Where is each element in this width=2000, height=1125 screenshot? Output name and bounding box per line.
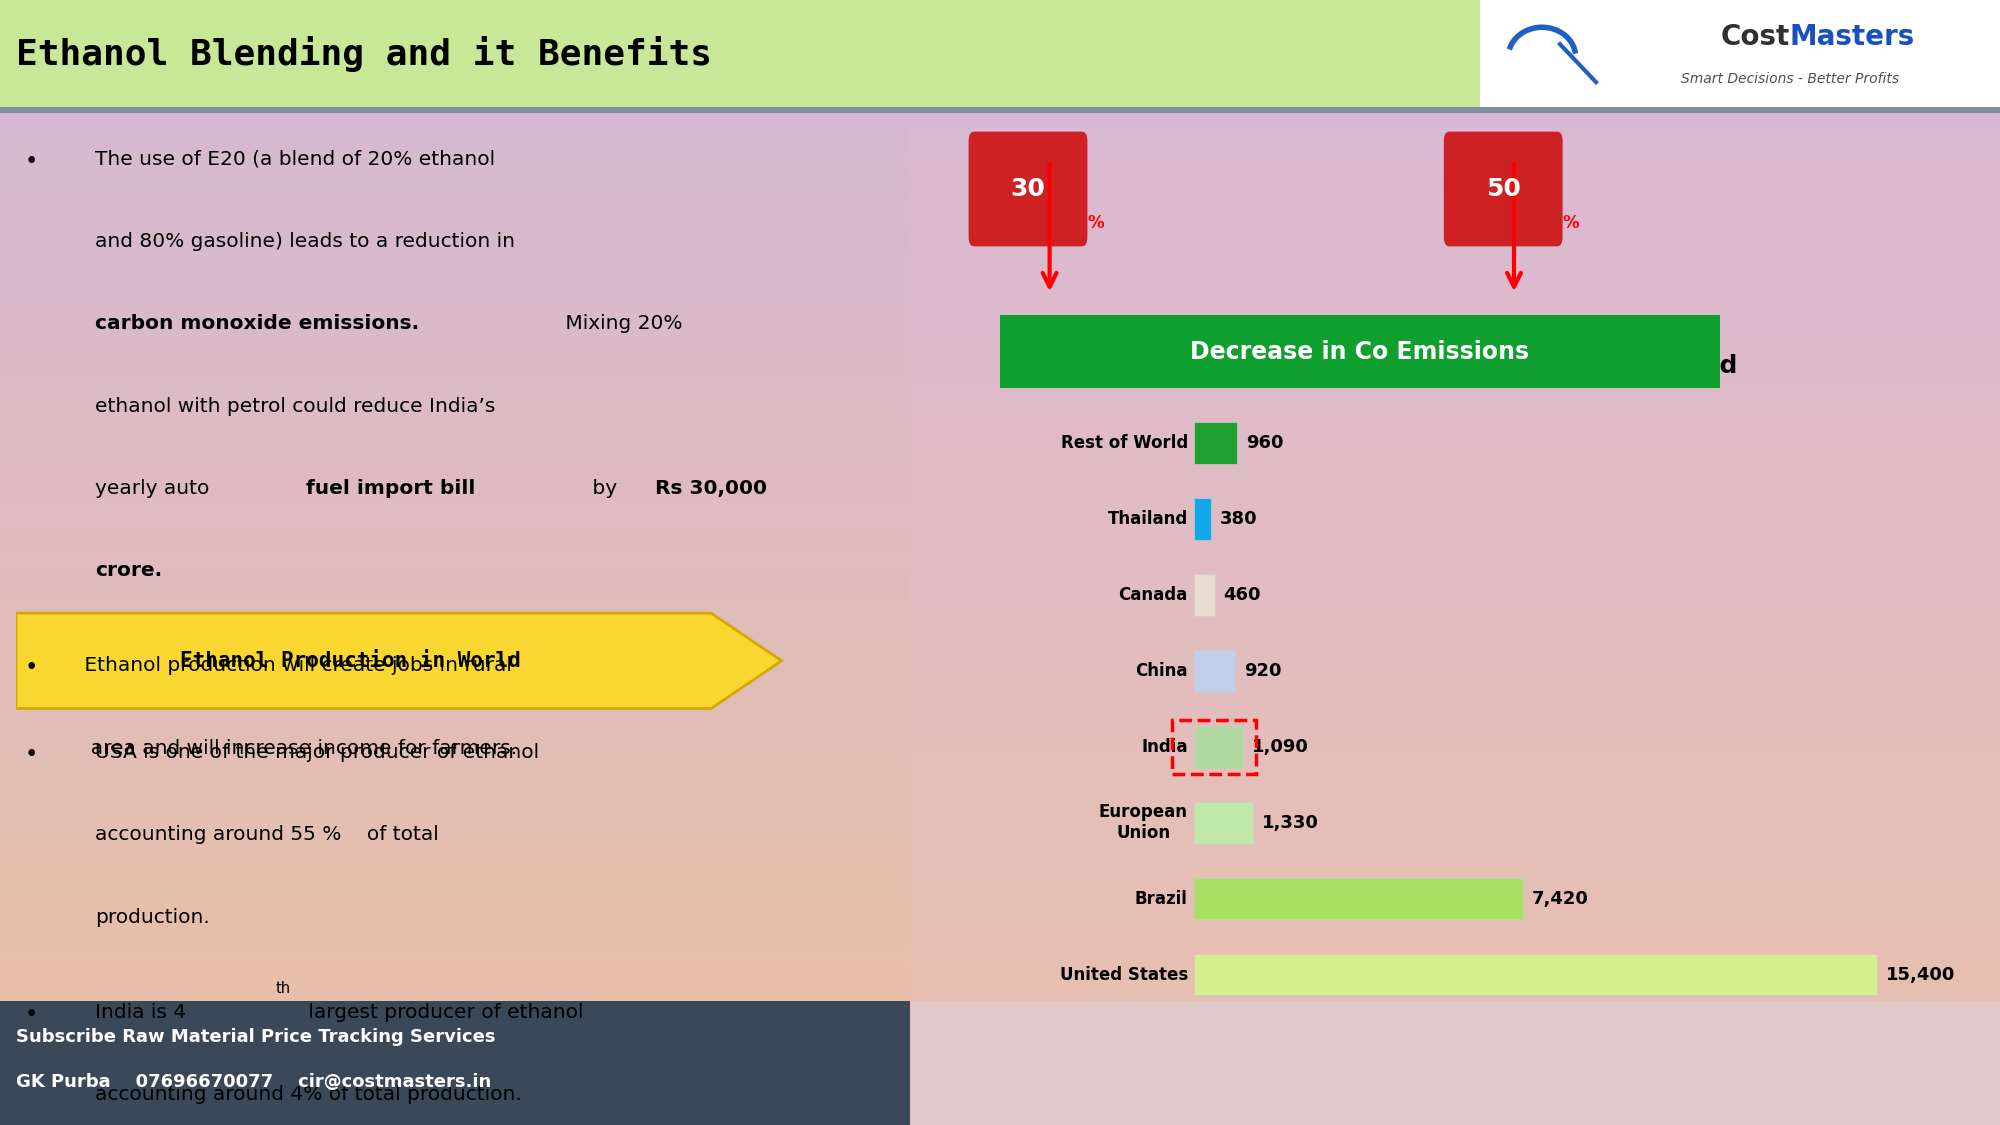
- Text: Thailand: Thailand: [1108, 510, 1188, 528]
- Bar: [1194, 498, 1212, 540]
- Bar: [1194, 574, 1214, 615]
- Text: %: %: [1088, 215, 1104, 233]
- Text: USA is one of the major producer of ethanol: USA is one of the major producer of etha…: [96, 744, 540, 762]
- Text: •: •: [24, 657, 38, 680]
- Bar: [1194, 954, 1876, 996]
- Text: Cost: Cost: [1720, 24, 1790, 51]
- Text: 380: 380: [1220, 510, 1258, 528]
- Text: th: th: [276, 981, 290, 997]
- Text: accounting around 4% of total production.: accounting around 4% of total production…: [96, 1086, 522, 1105]
- Text: 920: 920: [1244, 662, 1282, 680]
- Polygon shape: [16, 613, 782, 709]
- Text: %: %: [1562, 215, 1580, 233]
- Text: Masters: Masters: [1790, 24, 1916, 51]
- Text: Rest of World: Rest of World: [1060, 434, 1188, 452]
- Bar: [1194, 802, 1254, 844]
- Text: crore.: crore.: [96, 561, 162, 580]
- Text: and 80% gasoline) leads to a reduction in: and 80% gasoline) leads to a reduction i…: [96, 232, 516, 251]
- Text: China: China: [1136, 662, 1188, 680]
- Text: •: •: [24, 744, 38, 766]
- Bar: [1194, 422, 1236, 464]
- FancyBboxPatch shape: [1000, 315, 1720, 388]
- Text: India: India: [1142, 738, 1188, 756]
- Text: 460: 460: [1224, 586, 1262, 604]
- Text: The use of E20 (a blend of 20% ethanol: The use of E20 (a blend of 20% ethanol: [96, 150, 496, 169]
- Text: GK Purba    07696670077    cir@costmasters.in: GK Purba 07696670077 cir@costmasters.in: [16, 1073, 492, 1091]
- Text: 1,330: 1,330: [1262, 813, 1320, 831]
- Text: ethanol with petrol could reduce India’s: ethanol with petrol could reduce India’s: [96, 397, 496, 415]
- Text: area and will increase income for farmers.: area and will increase income for farmer…: [78, 739, 516, 758]
- Text: yearly auto: yearly auto: [96, 479, 216, 498]
- Text: Ethanol production will create jobs in rural: Ethanol production will create jobs in r…: [78, 657, 512, 675]
- Text: Mixing 20%: Mixing 20%: [558, 314, 682, 333]
- Text: Ethanol Production in World: Ethanol Production in World: [180, 651, 520, 670]
- Text: 960: 960: [1246, 434, 1284, 452]
- Text: United States: United States: [1060, 965, 1188, 983]
- Text: •: •: [24, 1004, 38, 1026]
- Text: Decrease in Co Emissions: Decrease in Co Emissions: [1190, 340, 1530, 363]
- Text: by: by: [586, 479, 624, 498]
- Text: European
Union: European Union: [1098, 803, 1188, 842]
- Text: 1,090: 1,090: [1252, 738, 1308, 756]
- Text: India is 4: India is 4: [96, 1004, 186, 1022]
- Text: fuel import bill: fuel import bill: [306, 479, 476, 498]
- Text: 50: 50: [1486, 177, 1520, 201]
- Bar: [1194, 726, 1242, 767]
- Text: Smart Decisions - Better Profits: Smart Decisions - Better Profits: [1680, 72, 1900, 86]
- Text: Rs 30,000: Rs 30,000: [654, 479, 766, 498]
- FancyBboxPatch shape: [1444, 132, 1562, 246]
- Text: Subscribe Raw Material Price Tracking Services: Subscribe Raw Material Price Tracking Se…: [16, 1028, 496, 1046]
- Text: Production of Ethanol in World: Production of Ethanol in World: [1302, 353, 1738, 378]
- Bar: [1194, 650, 1236, 692]
- Text: carbon monoxide emissions.: carbon monoxide emissions.: [96, 314, 420, 333]
- Text: •: •: [24, 150, 38, 173]
- Text: Canada: Canada: [1118, 586, 1188, 604]
- Text: Brazil: Brazil: [1134, 890, 1188, 908]
- Bar: [1172, 720, 1256, 774]
- Text: accounting around 55 %    of total: accounting around 55 % of total: [96, 826, 438, 845]
- Text: 30: 30: [1010, 177, 1046, 201]
- Text: largest producer of ethanol: largest producer of ethanol: [302, 1004, 584, 1022]
- Bar: [1194, 878, 1524, 919]
- Text: 15,400: 15,400: [1886, 965, 1956, 983]
- Text: 7,420: 7,420: [1532, 890, 1590, 908]
- Text: production.: production.: [96, 908, 210, 927]
- FancyBboxPatch shape: [968, 132, 1088, 246]
- Text: Ethanol Blending and it Benefits: Ethanol Blending and it Benefits: [16, 36, 712, 72]
